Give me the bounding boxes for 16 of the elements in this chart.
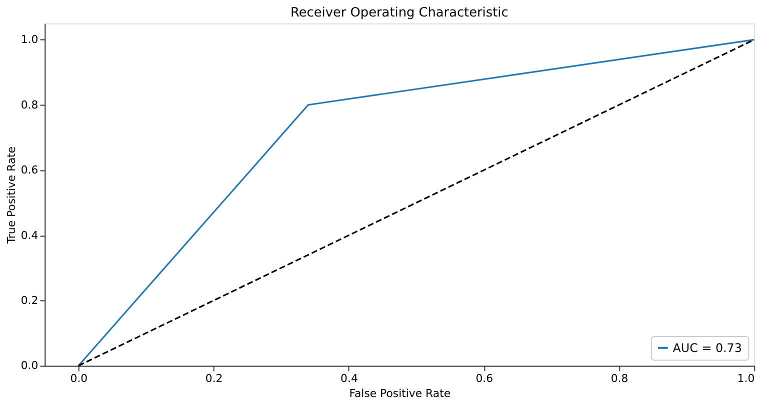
x-tick-label: 0.4 (340, 372, 358, 386)
x-tick-label: 1.0 (737, 372, 755, 386)
y-tick-label: 0.0 (20, 359, 38, 372)
legend-label: AUC = 0.73 (672, 340, 742, 355)
y-tick-label: 0.8 (20, 98, 38, 112)
y-axis-title: True Positive Rate (4, 146, 18, 245)
x-axis-title: False Positive Rate (349, 386, 451, 400)
y-tick-label: 1.0 (20, 33, 38, 46)
chart-title: Receiver Operating Characteristic (290, 5, 508, 20)
y-tick-label: 0.2 (20, 294, 38, 307)
y-tick-label: 0.6 (20, 164, 38, 177)
x-tick-label: 0.8 (610, 372, 628, 386)
x-tick-label: 0.2 (205, 372, 223, 386)
y-tick-label: 0.4 (20, 228, 38, 242)
x-tick-label: 0.0 (70, 372, 88, 386)
x-tick-label: 0.6 (476, 372, 494, 386)
